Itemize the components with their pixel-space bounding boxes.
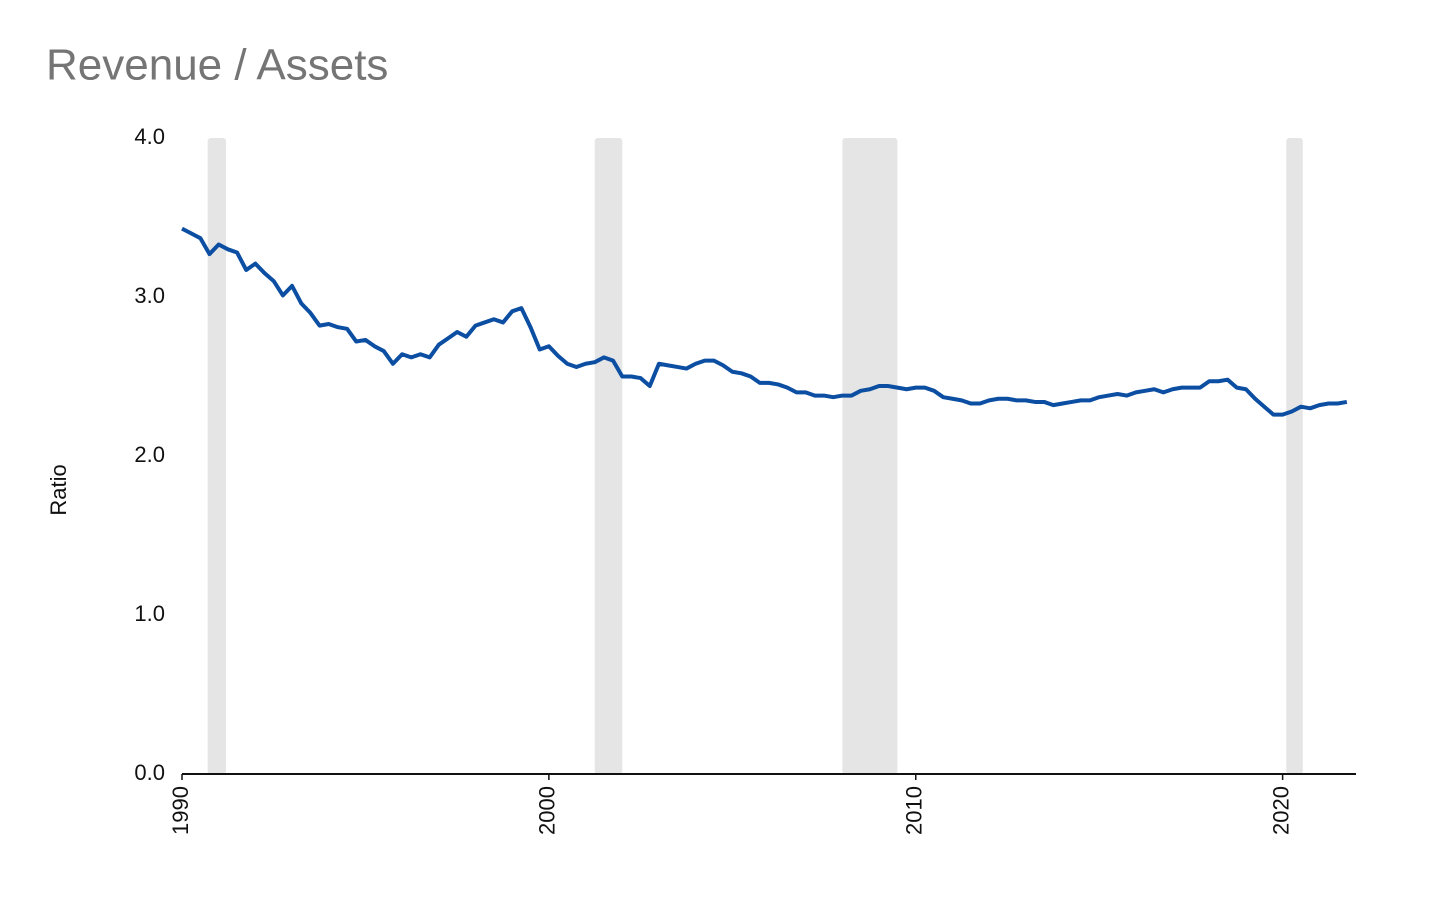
y-tick-label: 4.0	[134, 124, 165, 149]
y-tick-label: 0.0	[134, 760, 165, 785]
y-tick-label: 2.0	[134, 442, 165, 467]
x-tick-label: 2010	[902, 786, 927, 835]
x-tick-label: 2000	[535, 786, 560, 835]
recession-band	[594, 138, 623, 774]
y-tick-label: 1.0	[134, 601, 165, 626]
recession-band	[842, 138, 898, 774]
y-axis-label: Ratio	[46, 464, 71, 515]
recession-band	[207, 138, 227, 774]
recession-band	[1286, 138, 1303, 774]
y-tick-label: 3.0	[134, 283, 165, 308]
x-tick-label: 1990	[168, 786, 193, 835]
x-tick-label: 2020	[1268, 786, 1293, 835]
data-line	[181, 226, 1348, 417]
chart-title: Revenue / Assets	[46, 41, 388, 90]
